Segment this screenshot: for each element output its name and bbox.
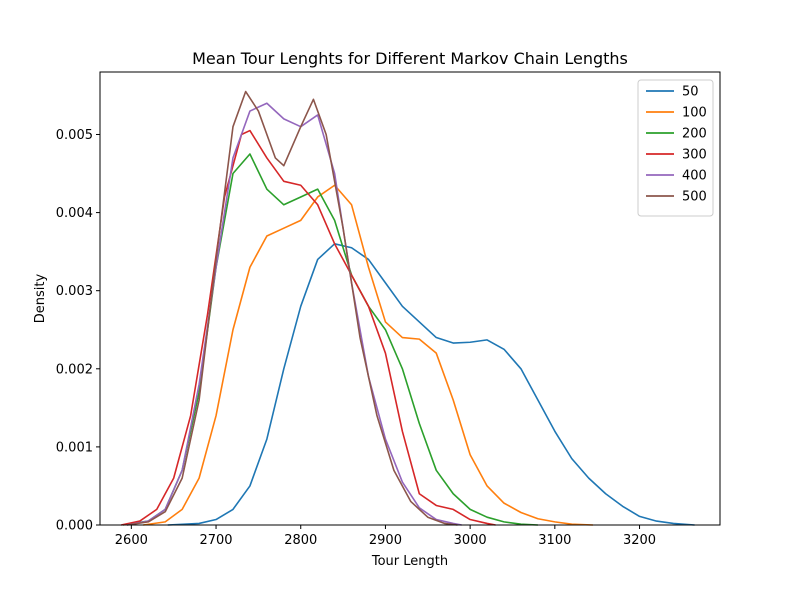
series-line-500 xyxy=(126,90,458,526)
series-line-300 xyxy=(121,129,496,526)
x-tick-label: 3000 xyxy=(454,533,487,548)
y-axis-label: Density xyxy=(33,273,48,323)
series-line-200 xyxy=(122,153,538,526)
y-tick-label: 0.001 xyxy=(56,440,93,455)
x-tick-label: 3200 xyxy=(623,533,656,548)
x-axis-label: Tour Length xyxy=(371,554,448,569)
x-tick-label: 2700 xyxy=(199,533,232,548)
y-tick-label: 0.004 xyxy=(56,206,93,221)
plot-frame xyxy=(99,71,721,526)
series-layer xyxy=(121,90,695,526)
series-line-100 xyxy=(143,184,593,526)
legend-box xyxy=(637,79,714,217)
y-tick-label: 0.002 xyxy=(56,362,93,377)
y-tick-label: 0.000 xyxy=(56,519,93,534)
legend-label-500: 500 xyxy=(682,190,707,205)
legend-label-200: 200 xyxy=(682,127,707,142)
x-ticks: 2600 2700 2800 2900 3000 3100 3200 xyxy=(115,525,656,548)
x-tick-label: 2600 xyxy=(115,533,148,548)
x-tick-label: 3100 xyxy=(538,533,571,548)
x-tick-label: 2900 xyxy=(369,533,402,548)
y-tick-label: 0.003 xyxy=(56,284,93,299)
x-tick-label: 2800 xyxy=(284,533,317,548)
legend-label-400: 400 xyxy=(682,169,707,184)
chart-title: Mean Tour Lenghts for Different Markov C… xyxy=(192,49,628,68)
legend: 50 100 200 300 400 500 xyxy=(637,79,714,217)
y-tick-label: 0.005 xyxy=(56,128,93,143)
legend-label-100: 100 xyxy=(682,106,707,121)
series-line-50 xyxy=(167,243,695,526)
y-ticks: 0.000 0.001 0.002 0.003 0.004 0.005 xyxy=(56,128,100,534)
legend-label-50: 50 xyxy=(682,85,699,100)
legend-label-300: 300 xyxy=(682,148,707,163)
